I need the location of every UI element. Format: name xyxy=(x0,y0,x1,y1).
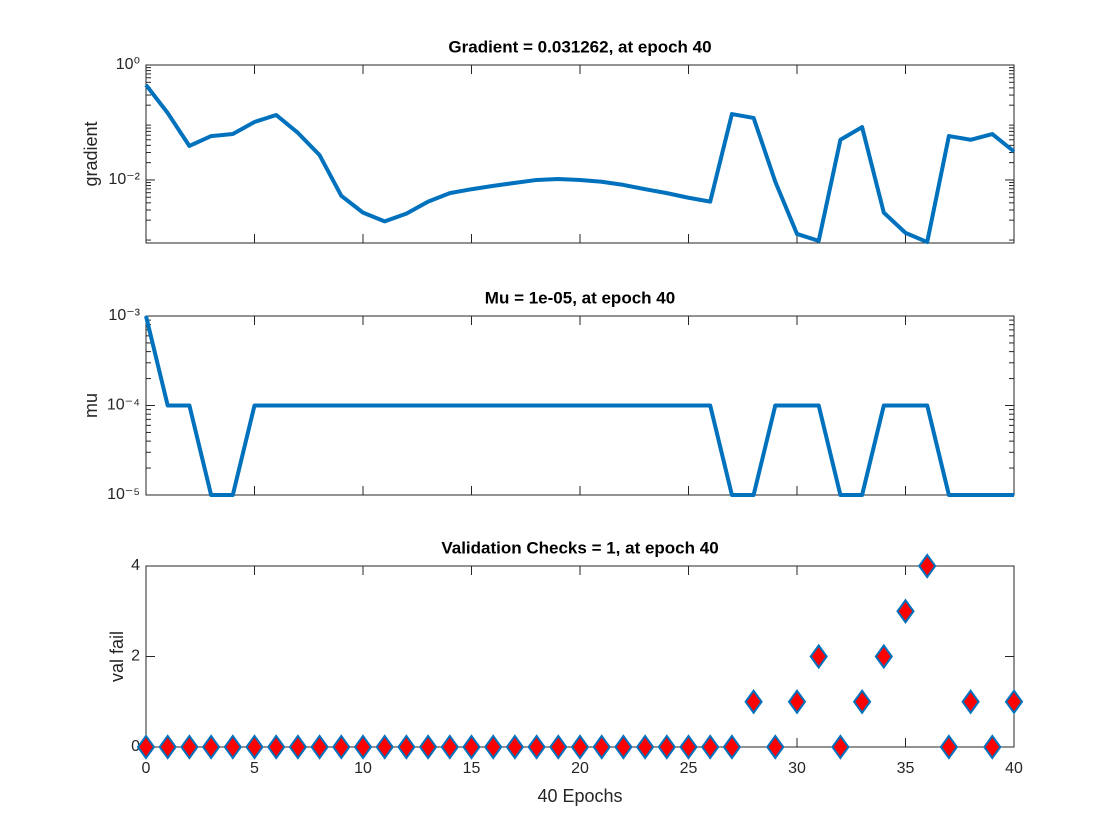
marker xyxy=(570,734,590,760)
y-tick-label: 10⁻⁴ xyxy=(107,397,140,414)
marker xyxy=(440,734,460,760)
chart-title: Mu = 1e-05, at epoch 40 xyxy=(485,288,675,307)
marker xyxy=(592,734,611,760)
marker xyxy=(245,734,264,760)
marker xyxy=(549,734,568,760)
y-tick-label: 2 xyxy=(131,648,140,665)
x-tick-label: 15 xyxy=(463,760,481,777)
x-tick-label: 25 xyxy=(680,760,698,777)
marker xyxy=(201,734,221,760)
marker xyxy=(700,734,720,760)
marker xyxy=(614,734,633,760)
marker xyxy=(896,598,915,624)
marker xyxy=(1004,689,1024,715)
y-tick-label: 10⁻² xyxy=(108,171,140,188)
marker xyxy=(288,734,308,760)
marker xyxy=(483,734,503,760)
chart-title: Gradient = 0.031262, at epoch 40 xyxy=(448,37,711,56)
marker xyxy=(809,643,828,670)
y-axis-label: mu xyxy=(81,393,101,418)
x-tick-label: 5 xyxy=(250,760,259,777)
marker xyxy=(766,734,785,760)
y-tick-label: 10⁻⁵ xyxy=(107,486,140,503)
y-axis-label: val fail xyxy=(107,631,127,682)
marker xyxy=(136,734,156,760)
marker xyxy=(787,689,807,715)
marker xyxy=(418,734,438,760)
marker xyxy=(375,734,394,760)
marker xyxy=(722,734,742,760)
chart-title: Validation Checks = 1, at epoch 40 xyxy=(441,538,718,557)
marker xyxy=(831,734,850,760)
line xyxy=(144,83,1016,245)
x-tick-label: 35 xyxy=(897,760,915,777)
marker xyxy=(961,689,980,715)
x-axis-label: 40 Epochs xyxy=(537,786,622,806)
y-tick-label: 10⁰ xyxy=(116,56,140,73)
x-tick-label: 40 xyxy=(1005,760,1023,777)
marker xyxy=(505,734,525,760)
x-tick-label: 20 xyxy=(571,760,589,777)
marker xyxy=(180,734,199,760)
marker xyxy=(353,734,373,760)
y-tick-label: 0 xyxy=(131,738,140,755)
marker xyxy=(917,553,937,579)
x-tick-label: 0 xyxy=(142,760,151,777)
marker xyxy=(223,734,243,760)
x-tick-label: 10 xyxy=(354,760,372,777)
y-tick-label: 10⁻³ xyxy=(108,307,140,324)
marker xyxy=(852,689,872,715)
marker xyxy=(983,734,1002,760)
plot-area xyxy=(145,565,1015,748)
marker xyxy=(397,734,416,760)
marker xyxy=(657,734,677,760)
line xyxy=(144,315,1014,497)
x-tick-label: 30 xyxy=(788,760,806,777)
plot-area xyxy=(145,64,1015,244)
marker xyxy=(527,734,546,760)
y-axis-label: gradient xyxy=(81,121,101,186)
marker xyxy=(332,734,351,760)
marker xyxy=(874,643,894,670)
marker xyxy=(158,734,177,760)
marker xyxy=(635,734,655,760)
marker xyxy=(679,734,698,760)
marker xyxy=(462,734,481,760)
marker xyxy=(310,734,329,760)
marker xyxy=(266,734,286,760)
marker xyxy=(939,734,959,760)
y-tick-label: 4 xyxy=(131,557,140,574)
marker xyxy=(744,689,763,715)
